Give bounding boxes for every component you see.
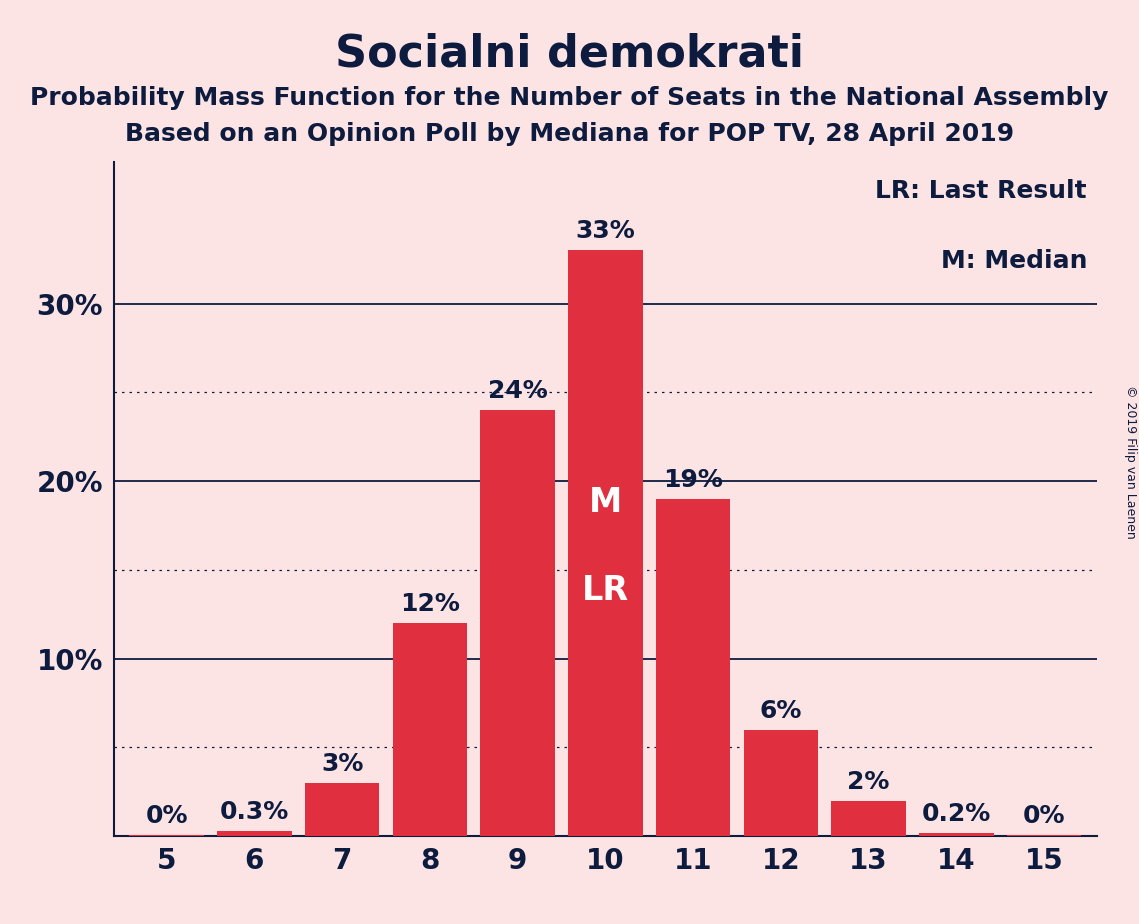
- Text: LR: LR: [582, 574, 629, 607]
- Text: Based on an Opinion Poll by Mediana for POP TV, 28 April 2019: Based on an Opinion Poll by Mediana for …: [125, 122, 1014, 146]
- Bar: [831, 801, 906, 836]
- Bar: [656, 499, 730, 836]
- Text: © 2019 Filip van Laenen: © 2019 Filip van Laenen: [1124, 385, 1137, 539]
- Text: 19%: 19%: [663, 468, 723, 492]
- Bar: [481, 410, 555, 836]
- Text: 2%: 2%: [847, 770, 890, 794]
- Bar: [744, 730, 818, 836]
- Bar: [393, 623, 467, 836]
- Bar: [919, 833, 993, 836]
- Text: 0%: 0%: [1023, 804, 1065, 828]
- Text: 33%: 33%: [575, 219, 636, 243]
- Text: LR: Last Result: LR: Last Result: [876, 178, 1087, 202]
- Text: M: Median: M: Median: [941, 249, 1087, 274]
- Bar: [568, 250, 642, 836]
- Text: 0%: 0%: [146, 804, 188, 828]
- Text: 0.3%: 0.3%: [220, 800, 289, 824]
- Text: 24%: 24%: [487, 379, 548, 403]
- Text: 6%: 6%: [760, 699, 802, 723]
- Text: Socialni demokrati: Socialni demokrati: [335, 32, 804, 76]
- Text: 3%: 3%: [321, 752, 363, 776]
- Text: M: M: [589, 486, 622, 519]
- Text: Probability Mass Function for the Number of Seats in the National Assembly: Probability Mass Function for the Number…: [31, 86, 1108, 110]
- Bar: [305, 783, 379, 836]
- Text: 0.2%: 0.2%: [921, 801, 991, 825]
- Bar: [218, 831, 292, 836]
- Text: 12%: 12%: [400, 592, 460, 616]
